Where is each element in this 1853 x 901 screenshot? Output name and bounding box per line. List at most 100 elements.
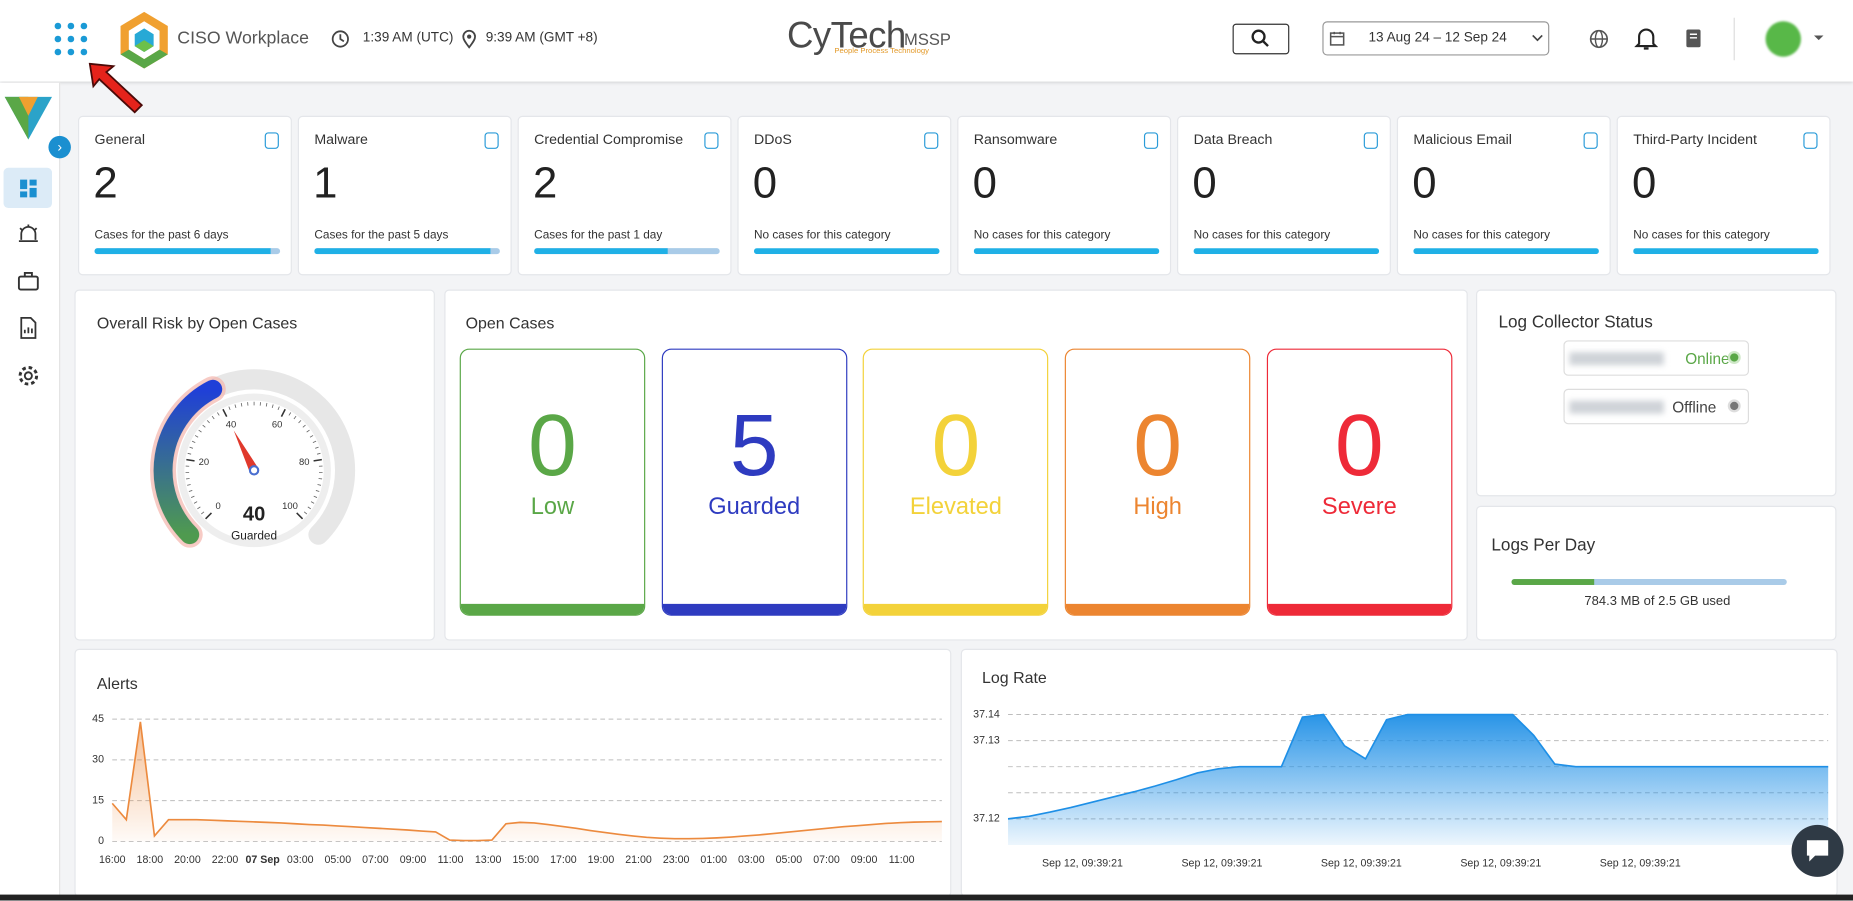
nav-settings[interactable] (17, 364, 41, 388)
card-icon (265, 132, 279, 149)
card-note: No cases for this category (1633, 229, 1770, 242)
case-count: 0 (1192, 158, 1216, 208)
collector-name-redacted (1569, 401, 1664, 414)
card-bar (1413, 248, 1599, 254)
card-note: No cases for this category (1413, 229, 1550, 242)
level-label: Severe (1268, 494, 1451, 521)
level-count: 0 (864, 395, 1047, 495)
alerts-panel: Alerts (74, 649, 951, 897)
search-button[interactable] (1233, 24, 1290, 55)
case-count: 2 (533, 158, 557, 208)
nav-reports[interactable] (18, 317, 39, 339)
logs-per-day-panel: Logs Per Day 784.3 MB of 2.5 GB used (1476, 506, 1836, 641)
collector-state: Online (1685, 350, 1729, 368)
date-picker[interactable]: 13 Aug 24 – 12 Sep 24 (1322, 21, 1549, 55)
card-bar-fill (1633, 248, 1819, 254)
user-menu-chevron[interactable] (1813, 34, 1825, 43)
apps-menu[interactable] (52, 20, 95, 60)
card-note: No cases for this category (754, 229, 891, 242)
nav-cases[interactable] (17, 271, 41, 292)
docs-icon[interactable] (1684, 27, 1703, 51)
card-bar (534, 248, 720, 254)
case-count: 2 (93, 158, 117, 208)
notification-icon[interactable] (1634, 26, 1658, 52)
case-count: 1 (313, 158, 337, 208)
level-count: 0 (461, 395, 644, 495)
user-avatar[interactable] (1766, 21, 1801, 56)
panel-title: Log Rate (982, 669, 1047, 687)
card-note: Cases for the past 6 days (95, 229, 229, 242)
time-utc: 1:39 AM (UTC) (363, 31, 454, 45)
level-bar (1268, 604, 1452, 615)
time-local: 9:39 AM (GMT +8) (486, 31, 598, 45)
card-note: Cases for the past 5 days (314, 229, 448, 242)
case-count: 0 (973, 158, 997, 208)
language-icon[interactable] (1588, 28, 1609, 49)
level-label: Low (461, 494, 644, 521)
card-bar-fill (1413, 248, 1599, 254)
panel-title: Open Cases (466, 314, 555, 332)
card-title: Malicious Email (1413, 131, 1512, 148)
card-bar (314, 248, 500, 254)
level-bar (1066, 604, 1250, 615)
card-bar-fill (314, 248, 490, 254)
sidebar-toggle[interactable]: › (48, 136, 70, 158)
card-title: DDoS (754, 131, 792, 148)
card-icon (485, 132, 499, 149)
card-icon (924, 132, 938, 149)
nav-alerts[interactable] (17, 223, 41, 244)
level-label: Elevated (864, 494, 1047, 521)
level-count: 0 (1268, 395, 1451, 495)
card-bar-fill (1194, 248, 1380, 254)
category-card[interactable]: Ransomware 0 No cases for this category (957, 116, 1171, 276)
status-dot (1730, 353, 1738, 361)
card-icon (1364, 132, 1378, 149)
level-count: 0 (1066, 395, 1249, 495)
card-note: No cases for this category (974, 229, 1111, 242)
level-bar (663, 604, 847, 615)
location-icon (461, 28, 478, 49)
level-label: High (1066, 494, 1249, 521)
annotation-arrow (83, 57, 149, 118)
card-bar-fill (754, 248, 940, 254)
card-bar-fill (974, 248, 1160, 254)
level-bar (864, 604, 1048, 615)
panel-title: Alerts (97, 675, 138, 693)
card-bar-fill (95, 248, 271, 254)
card-icon (1584, 132, 1598, 149)
card-icon (1803, 132, 1817, 149)
brand-tagline: People Process Technology (834, 47, 929, 55)
nav-dashboard[interactable] (4, 168, 52, 208)
status-dot (1730, 402, 1738, 410)
chat-button[interactable] (1792, 825, 1844, 877)
divider (1734, 18, 1735, 61)
card-bar (974, 248, 1160, 254)
risk-panel: Overall Risk by Open Cases (74, 290, 434, 641)
card-note: Cases for the past 1 day (534, 229, 662, 242)
calendar-icon (1329, 31, 1346, 48)
card-bar (95, 248, 281, 254)
date-range: 13 Aug 24 – 12 Sep 24 (1368, 31, 1506, 45)
card-title: Data Breach (1194, 131, 1273, 148)
collector-state: Offline (1672, 398, 1716, 416)
clock-icon (331, 30, 350, 49)
brand-suffix: MSSP (904, 30, 951, 49)
panel-title: Log Collector Status (1498, 313, 1652, 332)
card-title: Ransomware (974, 131, 1058, 148)
chat-icon (1792, 825, 1844, 877)
level-bar (461, 604, 645, 615)
log-rate-panel: Log Rate (961, 649, 1838, 897)
